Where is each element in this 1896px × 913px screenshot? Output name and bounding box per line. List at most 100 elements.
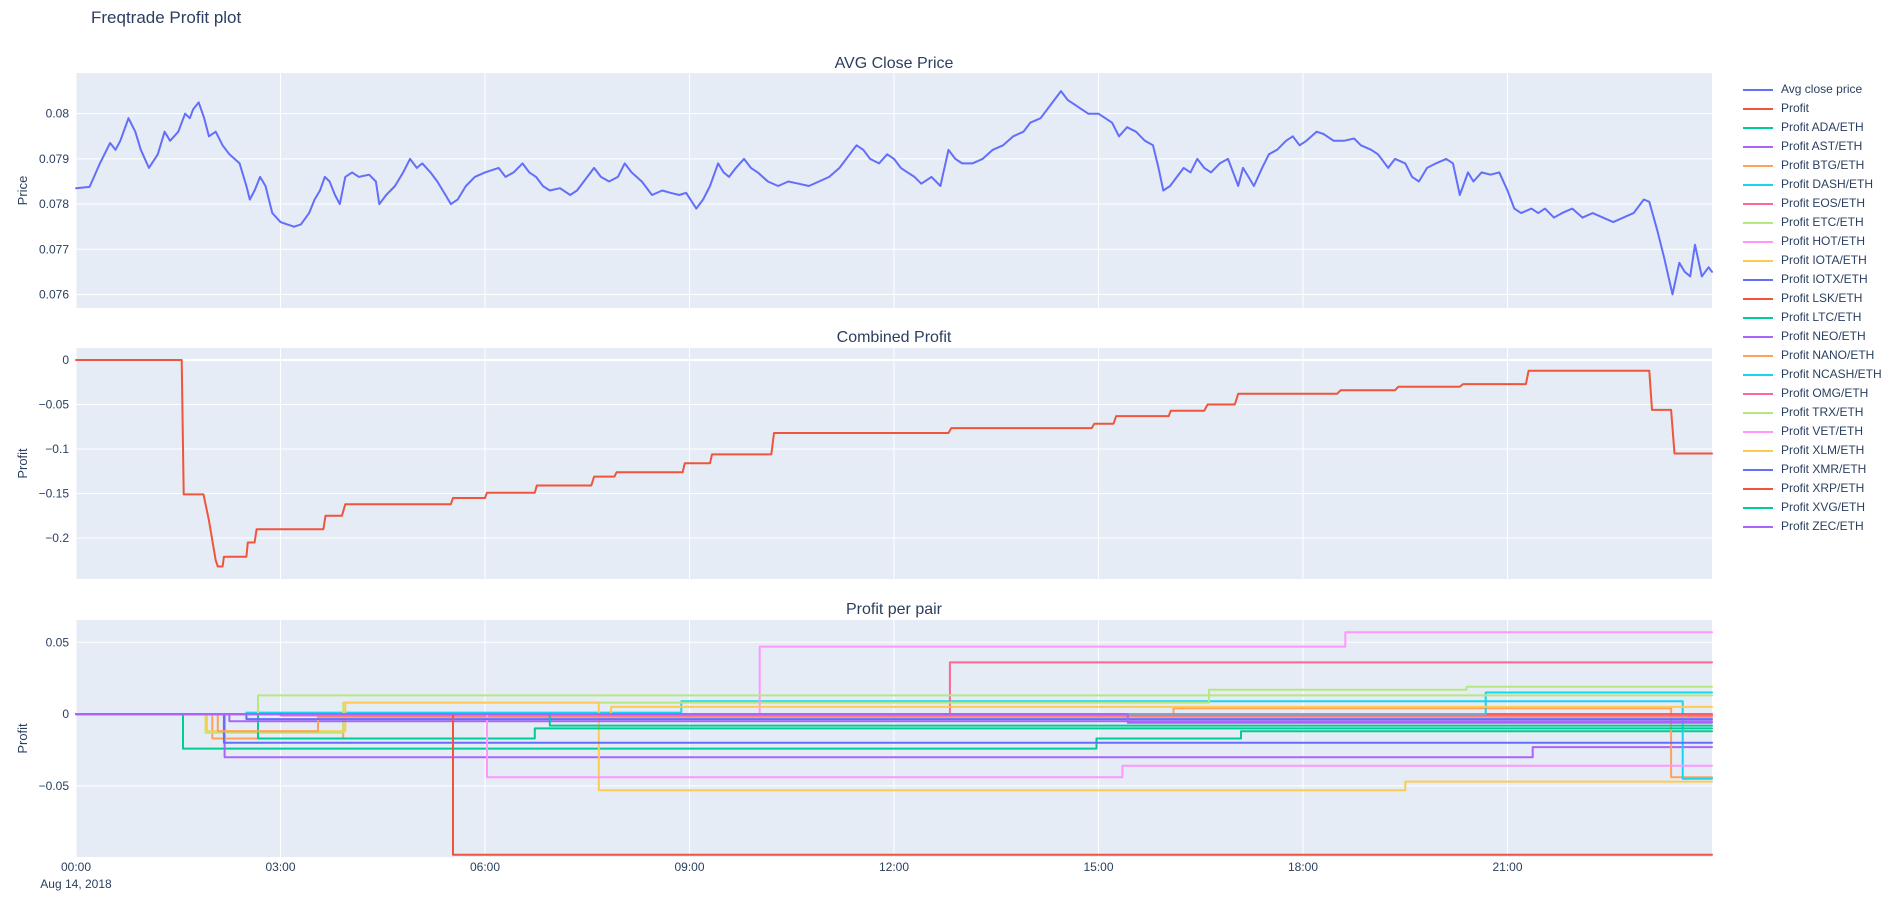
legend-item-profit-xrp-eth[interactable]: Profit XRP/ETH: [1743, 479, 1882, 498]
legend-label: Profit LTC/ETH: [1781, 310, 1862, 324]
legend-label: Profit IOTA/ETH: [1781, 253, 1867, 267]
legend-label: Profit XMR/ETH: [1781, 462, 1867, 476]
legend-item-profit-omg-eth[interactable]: Profit OMG/ETH: [1743, 384, 1882, 403]
page-title: Freqtrade Profit plot: [91, 8, 242, 27]
legend-item-profit-eos-eth[interactable]: Profit EOS/ETH: [1743, 194, 1882, 213]
legend-label: Profit IOTX/ETH: [1781, 272, 1868, 286]
profit-xlm-eth-legend-line: [1743, 449, 1773, 452]
legend-label: Profit EOS/ETH: [1781, 196, 1866, 210]
x-tick-label: 03:00: [265, 860, 295, 874]
y-tick-label: −0.2: [45, 531, 69, 545]
subplot-title-2: Profit per pair: [846, 601, 943, 618]
profit-ltc-eth-legend-line: [1743, 316, 1773, 319]
y-tick-label: 0.08: [46, 107, 70, 121]
chart-legend: Avg close price Profit Profit ADA/ETH Profi…: [1743, 80, 1882, 536]
legend-label: Avg close price: [1781, 82, 1863, 96]
y-tick-label: 0: [62, 707, 69, 721]
legend-label: Profit ADA/ETH: [1781, 120, 1864, 134]
y-tick-label: 0.076: [39, 287, 69, 301]
legend-label: Profit ETC/ETH: [1781, 215, 1864, 229]
x-tick-label: 15:00: [1083, 860, 1113, 874]
profit-ada-eth-legend-line: [1743, 126, 1773, 129]
legend-item-profit-ada-eth[interactable]: Profit ADA/ETH: [1743, 118, 1882, 137]
y-tick-label: 0.077: [39, 242, 69, 256]
profit-xvg-eth-legend-line: [1743, 506, 1773, 509]
profit-xrp-eth-legend-line: [1743, 487, 1773, 490]
legend-label: Profit XVG/ETH: [1781, 500, 1866, 514]
profit-omg-eth-legend-line: [1743, 392, 1773, 395]
y-tick-label: 0.05: [46, 635, 70, 649]
legend-item-profit-ltc-eth[interactable]: Profit LTC/ETH: [1743, 308, 1882, 327]
x-tick-label: 06:00: [470, 860, 500, 874]
y-axis-title-0: Price: [15, 176, 30, 206]
legend-label: Profit NCASH/ETH: [1781, 367, 1882, 381]
x-tick-label: 09:00: [674, 860, 704, 874]
profit-xmr-eth-legend-line: [1743, 468, 1773, 471]
legend-label: Profit VET/ETH: [1781, 424, 1864, 438]
x-axis-date-label: Aug 14, 2018: [40, 877, 112, 891]
profit-ncash-eth-legend-line: [1743, 373, 1773, 376]
y-tick-label: −0.05: [39, 398, 70, 412]
legend-item-avg-close-price[interactable]: Avg close price: [1743, 80, 1882, 99]
legend-item-profit-xlm-eth[interactable]: Profit XLM/ETH: [1743, 441, 1882, 460]
y-axis-title-1: Profit: [15, 448, 30, 479]
x-tick-label: 00:00: [61, 860, 91, 874]
y-tick-label: 0.078: [39, 197, 69, 211]
legend-item-profit[interactable]: Profit: [1743, 99, 1882, 118]
legend-item-profit-iotx-eth[interactable]: Profit IOTX/ETH: [1743, 270, 1882, 289]
y-tick-label: −0.1: [45, 442, 69, 456]
legend-item-profit-xmr-eth[interactable]: Profit XMR/ETH: [1743, 460, 1882, 479]
profit-vet-eth-legend-line: [1743, 430, 1773, 433]
legend-item-profit-iota-eth[interactable]: Profit IOTA/ETH: [1743, 251, 1882, 270]
series-profit-zec-eth[interactable]: [75, 713, 1713, 724]
legend-label: Profit HOT/ETH: [1781, 234, 1866, 248]
legend-item-profit-xvg-eth[interactable]: Profit XVG/ETH: [1743, 498, 1882, 517]
legend-label: Profit XRP/ETH: [1781, 481, 1865, 495]
legend-label: Profit LSK/ETH: [1781, 291, 1863, 305]
legend-item-profit-neo-eth[interactable]: Profit NEO/ETH: [1743, 327, 1882, 346]
x-tick-label: 21:00: [1492, 860, 1522, 874]
series-avg-close-price[interactable]: [75, 90, 1713, 296]
legend-label: Profit NANO/ETH: [1781, 348, 1875, 362]
series-profit-etc-eth[interactable]: [75, 685, 1713, 734]
profit-trx-eth-legend-line: [1743, 411, 1773, 414]
legend-item-profit-trx-eth[interactable]: Profit TRX/ETH: [1743, 403, 1882, 422]
legend-item-profit-btg-eth[interactable]: Profit BTG/ETH: [1743, 156, 1882, 175]
profit-hot-eth-legend-line: [1743, 240, 1773, 243]
x-tick-label: 12:00: [879, 860, 909, 874]
avg-close-price-legend-line: [1743, 88, 1773, 91]
legend-label: Profit BTG/ETH: [1781, 158, 1865, 172]
legend-label: Profit DASH/ETH: [1781, 177, 1874, 191]
legend-label: Profit: [1781, 101, 1810, 115]
legend-item-profit-hot-eth[interactable]: Profit HOT/ETH: [1743, 232, 1882, 251]
profit-etc-eth-legend-line: [1743, 221, 1773, 224]
legend-item-profit-etc-eth[interactable]: Profit ETC/ETH: [1743, 213, 1882, 232]
x-tick-label: 18:00: [1288, 860, 1318, 874]
profit-ast-eth-legend-line: [1743, 145, 1773, 148]
legend-item-profit-vet-eth[interactable]: Profit VET/ETH: [1743, 422, 1882, 441]
profit-eos-eth-legend-line: [1743, 202, 1773, 205]
legend-item-profit-ncash-eth[interactable]: Profit NCASH/ETH: [1743, 365, 1882, 384]
legend-label: Profit AST/ETH: [1781, 139, 1863, 153]
legend-label: Profit XLM/ETH: [1781, 443, 1865, 457]
legend-item-profit-dash-eth[interactable]: Profit DASH/ETH: [1743, 175, 1882, 194]
profit-nano-eth-legend-line: [1743, 354, 1773, 357]
y-tick-label: 0: [62, 353, 69, 367]
profit-lsk-eth-legend-line: [1743, 297, 1773, 300]
subplot-title-1: Combined Profit: [837, 329, 952, 346]
y-tick-label: −0.05: [39, 779, 70, 793]
series-profit-iota-eth[interactable]: [75, 701, 1713, 792]
profit-zec-eth-legend-line: [1743, 525, 1773, 528]
legend-item-profit-ast-eth[interactable]: Profit AST/ETH: [1743, 137, 1882, 156]
profit-iotx-eth-legend-line: [1743, 278, 1773, 281]
legend-label: Profit ZEC/ETH: [1781, 519, 1864, 533]
legend-label: Profit TRX/ETH: [1781, 405, 1864, 419]
series-profit[interactable]: [75, 359, 1713, 568]
legend-item-profit-lsk-eth[interactable]: Profit LSK/ETH: [1743, 289, 1882, 308]
profit-neo-eth-legend-line: [1743, 335, 1773, 338]
legend-item-profit-zec-eth[interactable]: Profit ZEC/ETH: [1743, 517, 1882, 536]
y-axis-title-2: Profit: [15, 723, 30, 754]
subplot-title-0: AVG Close Price: [835, 55, 954, 72]
legend-item-profit-nano-eth[interactable]: Profit NANO/ETH: [1743, 346, 1882, 365]
